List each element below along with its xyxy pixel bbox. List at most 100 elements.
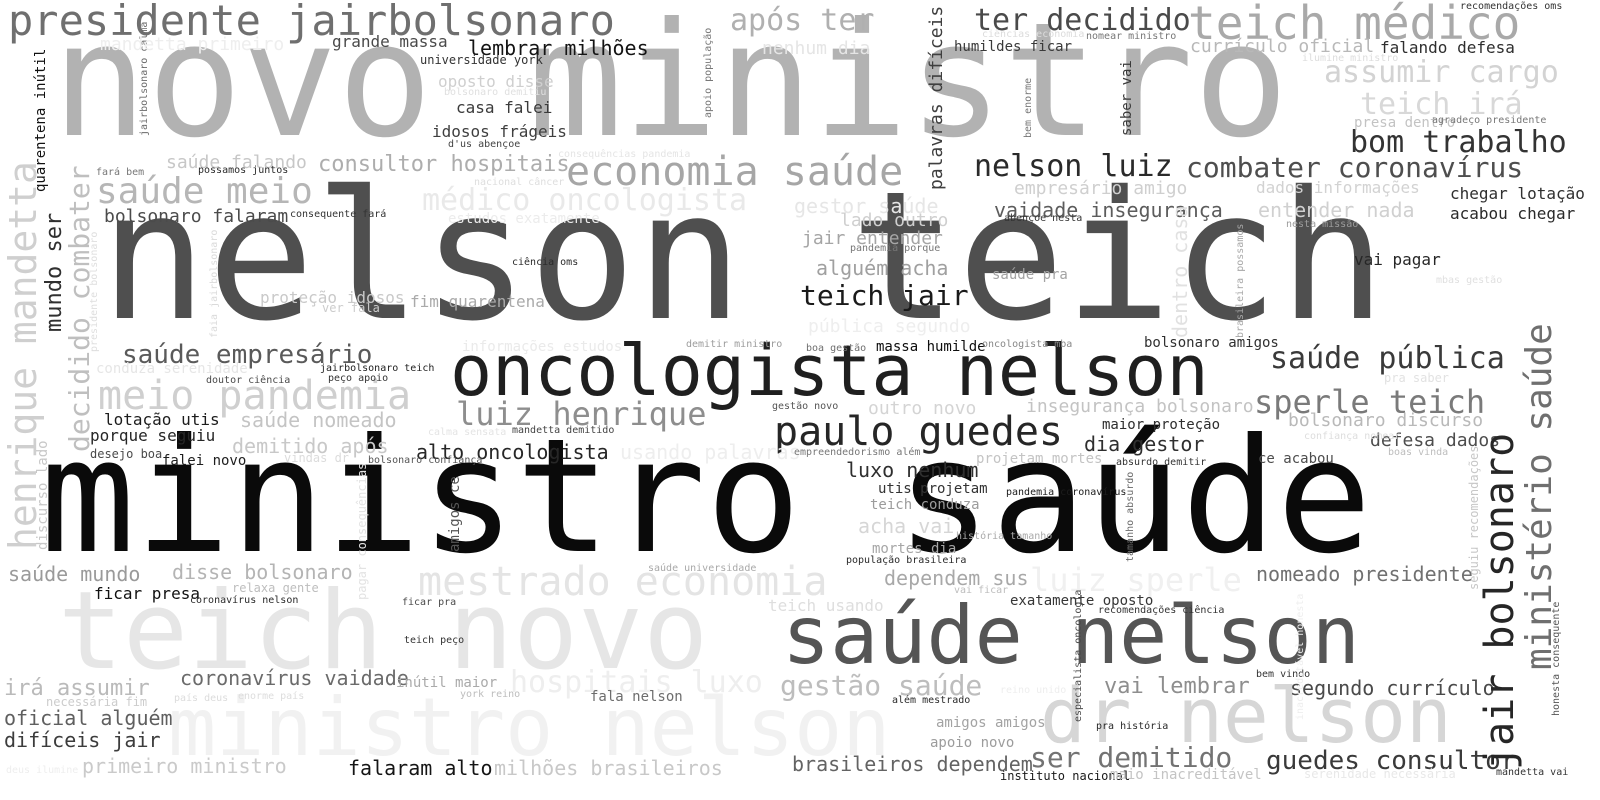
word-ver-fala: ver fala: [322, 301, 380, 315]
word-jairbolsonaro-teich: jairbolsonaro teich: [320, 363, 435, 374]
word-gestor-saude: gestor saúde: [794, 194, 939, 218]
word-possamos-juntos: possamos juntos: [198, 165, 289, 176]
word-luiz-henrique: luiz henrique: [456, 395, 707, 433]
word-ser-demitido: ser demitido: [1030, 741, 1233, 774]
word-demitir-ministro: demitir ministro: [686, 339, 783, 350]
word-gestao-saude: gestão saúde: [780, 669, 983, 702]
word-projetam-mortes: projetam mortes: [976, 451, 1103, 467]
word-presidente-jairbolsonaro: presidente jairbolsonaro: [8, 0, 615, 45]
word-massa-humilde: massa humilde: [876, 339, 986, 355]
word-agradeco-presidente: agradeço presidente: [1432, 115, 1547, 126]
word-gestao-novo: gestão novo: [772, 401, 839, 412]
word-ter-decidido: ter decidido: [974, 3, 1191, 38]
word-vindas-dr: vindas dr: [284, 451, 350, 465]
word-utis-projetam: utis projetam: [878, 481, 988, 497]
word-ficar-pra: ficar pra: [402, 597, 457, 608]
word-dificeis-jair: difíceis jair: [4, 728, 161, 752]
word-bolsonaro-confianca: bolsonaro confiança: [368, 455, 483, 466]
word-discurso-lado: discurso lado: [35, 440, 51, 550]
word-absurdo-demitir: absurdo demitir: [1116, 457, 1207, 468]
word-mandetta-primeiro: mandetta primeiro: [100, 34, 285, 55]
word-mandetta-demitido: mandetta demitido: [512, 425, 615, 436]
word-nacional-cancer: nacional câncer: [474, 177, 565, 188]
word-especialista-oncologia: especialista oncologia: [1073, 589, 1084, 722]
word-mbas-gestao: mbas gestão: [1436, 275, 1503, 286]
word-saude-meio: saúde meio: [96, 171, 313, 212]
word-hospitais-luxo: hospitais luxo: [510, 665, 763, 700]
word-alem-mestrado: além mestrado: [892, 695, 971, 706]
word-falei-novo: falei novo: [162, 453, 247, 469]
word-oposto-disse: oposto disse: [438, 72, 554, 91]
word-jair-bolsonaro: jair bolsonaro: [1477, 432, 1523, 770]
word-pandemia-coronavirus: pandemia coronavírus: [1006, 487, 1127, 498]
word-assumir-cargo: assumir cargo: [1324, 55, 1559, 90]
word-presa-dentro: presa dentro: [1354, 115, 1456, 131]
word-oficial-alguem: oficial alguém: [4, 706, 173, 730]
word-defesa-dados: defesa dados: [1370, 430, 1501, 451]
word-mortes-dia: mortes dia: [872, 541, 957, 557]
word-maior-protecao: maior proteção: [1102, 417, 1221, 433]
word-boa-gestao: boa gestão: [806, 343, 867, 354]
word-saude-nelson: saúde nelson: [782, 589, 1360, 682]
word-enorme-pais: enorme país: [238, 691, 305, 702]
word-idosos-frageis: idosos frágeis: [432, 122, 567, 141]
word-peco-apoio: peço apoio: [328, 373, 389, 384]
word-nesta-missao: nesta missão: [1286, 219, 1359, 230]
word-maio-inacreditavel: maio inacreditável: [1110, 767, 1262, 783]
word-medico-oncologista: médico oncologista: [422, 183, 748, 218]
word-teich-jair: teich jair: [800, 279, 969, 312]
word-pais-deus: país deus: [174, 693, 229, 704]
word-estudos-exatamente: estudos exatamente: [448, 211, 600, 227]
word-novo-ministro: novo ministro: [52, 0, 1289, 173]
word-jair-entender: jair entender: [802, 228, 943, 249]
word-vai-lembrar: vai lembrar: [1104, 674, 1250, 699]
word-ce-acabou: ce acabou: [1258, 451, 1334, 467]
word-teich-medico: teich médico: [1188, 0, 1521, 50]
word-bolsonaro-falaram: bolsonaro falaram: [104, 206, 289, 227]
word-boas-vinda: boas vinda: [1388, 447, 1449, 458]
word-nomeado-presidente: nomeado presidente: [1256, 562, 1473, 586]
word-bolsonaro-amigos: bolsonaro amigos: [1144, 335, 1279, 351]
word-amigos-amigos: amigos amigos: [936, 715, 1046, 731]
word-oncologista-mba: oncologista mba: [982, 339, 1073, 350]
word-seguiu-recomendacoes: seguiu recomendações: [1467, 445, 1481, 591]
word-acha-vai: acha vai: [858, 514, 955, 538]
word-necessaria-fim: necessária fim: [46, 695, 148, 709]
word-sperle-teich: sperle teich: [1254, 383, 1486, 421]
word-instituto-nacional: instituto nacional: [1000, 769, 1131, 783]
word-bom-trabalho: bom trabalho: [1350, 125, 1567, 160]
word-dentro-casa: dentro casa: [1168, 205, 1192, 338]
word-nomear-ministro: nomear ministro: [1086, 31, 1177, 42]
word-teich-peco: teich peço: [404, 635, 465, 646]
word-ciencia-oms: ciência oms: [512, 257, 579, 268]
word-meio-pandemia: meio pandemia: [98, 373, 412, 419]
word-apoio-novo: apoio novo: [930, 735, 1015, 751]
word-teich-conduza: teich conduza: [870, 497, 980, 513]
word-saude-publica: saúde pública: [1270, 341, 1505, 376]
word-entender-nada: entender nada: [1258, 198, 1415, 222]
word-historia-tamanho: história tamanho: [956, 531, 1053, 542]
word-saude-falando: saúde falando: [166, 152, 307, 173]
word-pra-historia: pra história: [1096, 721, 1169, 732]
word-bem-enorme: bem enorme: [1023, 77, 1034, 138]
word-teich-novo: teich novo: [58, 569, 709, 694]
word-falaram-alto: falaram alto: [348, 756, 493, 780]
word-consequencias-pandemia: consequências pandemia: [558, 149, 691, 160]
word-palavras-dificeis: palavras difíceis: [926, 5, 947, 190]
word-coronavirus-vaidade: coronavírus vaidade: [180, 666, 409, 690]
word-recomendacoes-ciencia: recomendações ciência: [1098, 605, 1225, 616]
word-exatamente-oposto: exatamente oposto: [1010, 593, 1154, 609]
word-outro-novo: outro novo: [868, 398, 977, 419]
word-saude-mundo: saúde mundo: [8, 562, 141, 586]
word-bem-vindo: bem vindo: [1256, 669, 1311, 680]
word-consequente-fara: consequente fará: [290, 209, 387, 220]
word-vai-pagar: vai pagar: [1354, 250, 1441, 269]
word-ciencias-economia: ciências economia: [982, 29, 1085, 40]
word-teich-ira: teich irá: [1360, 87, 1523, 122]
word-casa-falei: casa falei: [456, 98, 553, 117]
word-dr-nelson: dr nelson: [1040, 671, 1452, 760]
word-inacreditavel-honesta: inacreditável honesta: [1295, 593, 1306, 720]
word-lado-outro: lado outro: [840, 210, 949, 231]
word-luiz-sperle: luiz sperle: [1030, 561, 1242, 599]
